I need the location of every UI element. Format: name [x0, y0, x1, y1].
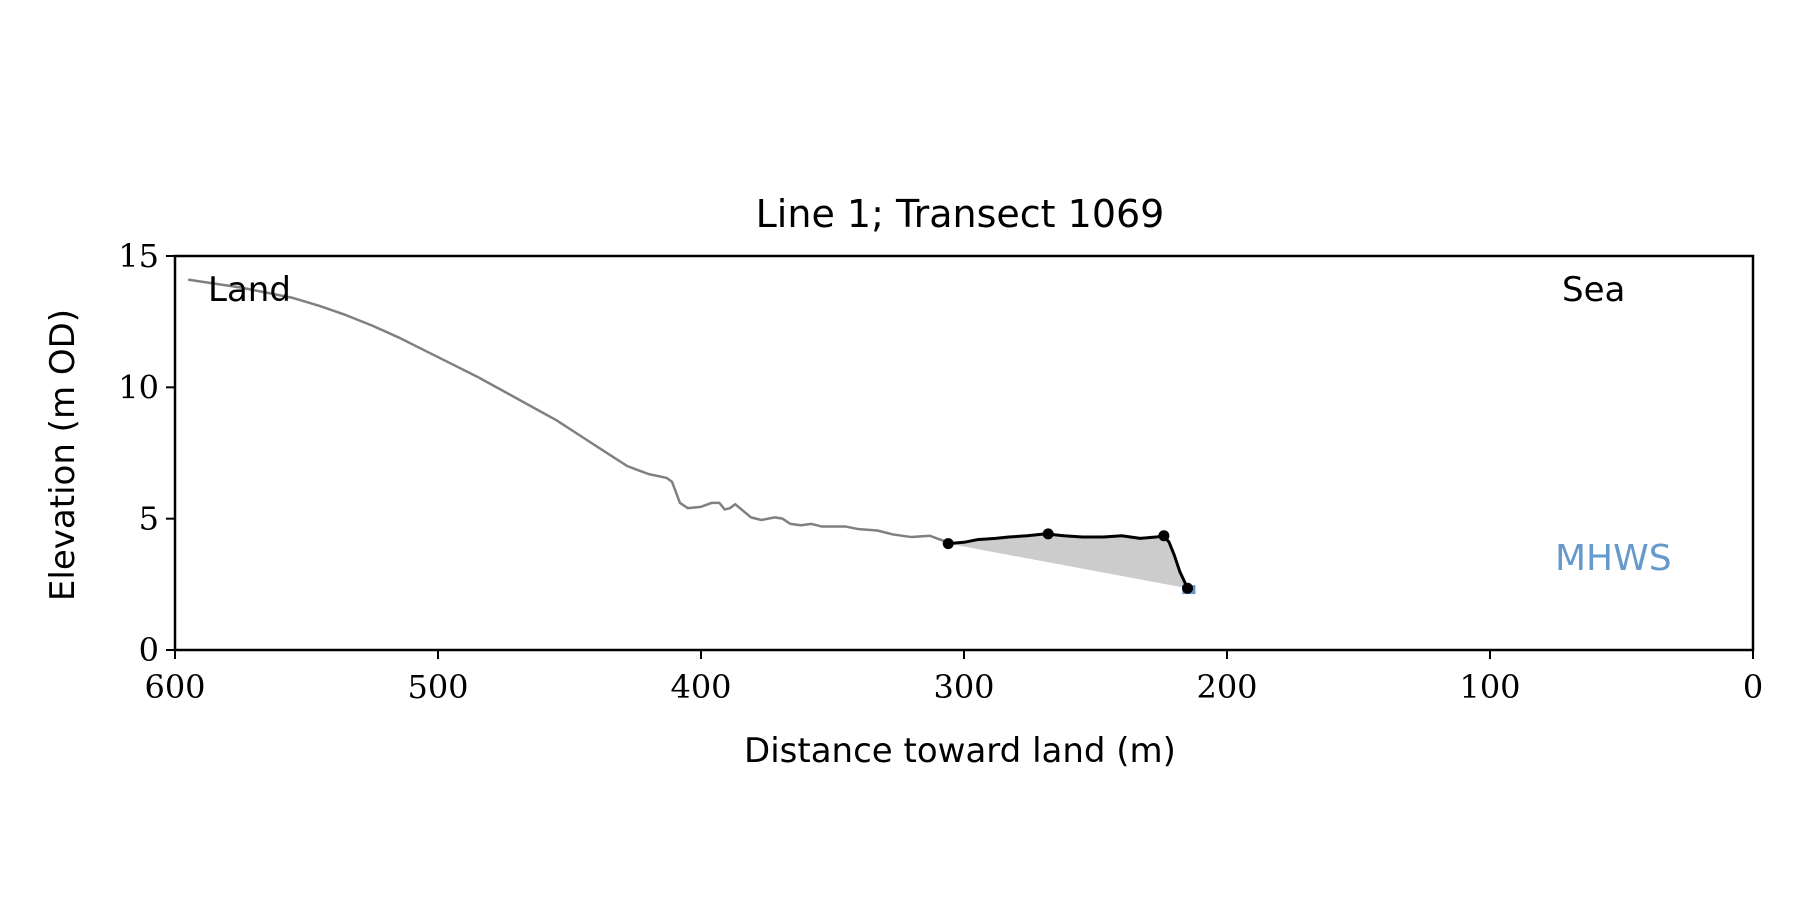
dune-marker-0 — [942, 538, 954, 550]
y-tick-label-5: 5 — [139, 500, 159, 538]
x-tick-label-500: 500 — [407, 668, 468, 706]
dune-marker-3 — [1182, 582, 1194, 594]
y-tick-label-10: 10 — [118, 368, 159, 406]
sea-label: Sea — [1562, 270, 1625, 310]
x-tick-label-100: 100 — [1459, 668, 1520, 706]
plot-area: 600 500 400 300 200 100 0 0 5 10 15 — [118, 237, 1763, 706]
dune-marker-1 — [1042, 528, 1054, 540]
mhws-label: MHWS — [1555, 538, 1672, 579]
x-axis-label: Distance toward land (m) — [744, 731, 1176, 771]
land-label: Land — [208, 270, 291, 310]
x-tick-label-0: 0 — [1743, 668, 1763, 706]
y-axis-label: Elevation (m OD) — [43, 309, 83, 601]
y-tick-label-15: 15 — [118, 237, 159, 275]
plot-frame — [173, 254, 1755, 652]
x-tick-label-600: 600 — [144, 668, 205, 706]
chart-title: Line 1; Transect 1069 — [756, 192, 1165, 236]
series-dune-line — [948, 532, 1189, 589]
x-tick-label-300: 300 — [933, 668, 994, 706]
series-profile-line — [187, 278, 949, 544]
dune-volume-fill — [948, 533, 1188, 589]
y-tick-label-0: 0 — [139, 631, 159, 669]
dune-marker-2 — [1158, 530, 1170, 542]
x-tick-label-200: 200 — [1196, 668, 1257, 706]
x-tick-label-400: 400 — [670, 668, 731, 706]
